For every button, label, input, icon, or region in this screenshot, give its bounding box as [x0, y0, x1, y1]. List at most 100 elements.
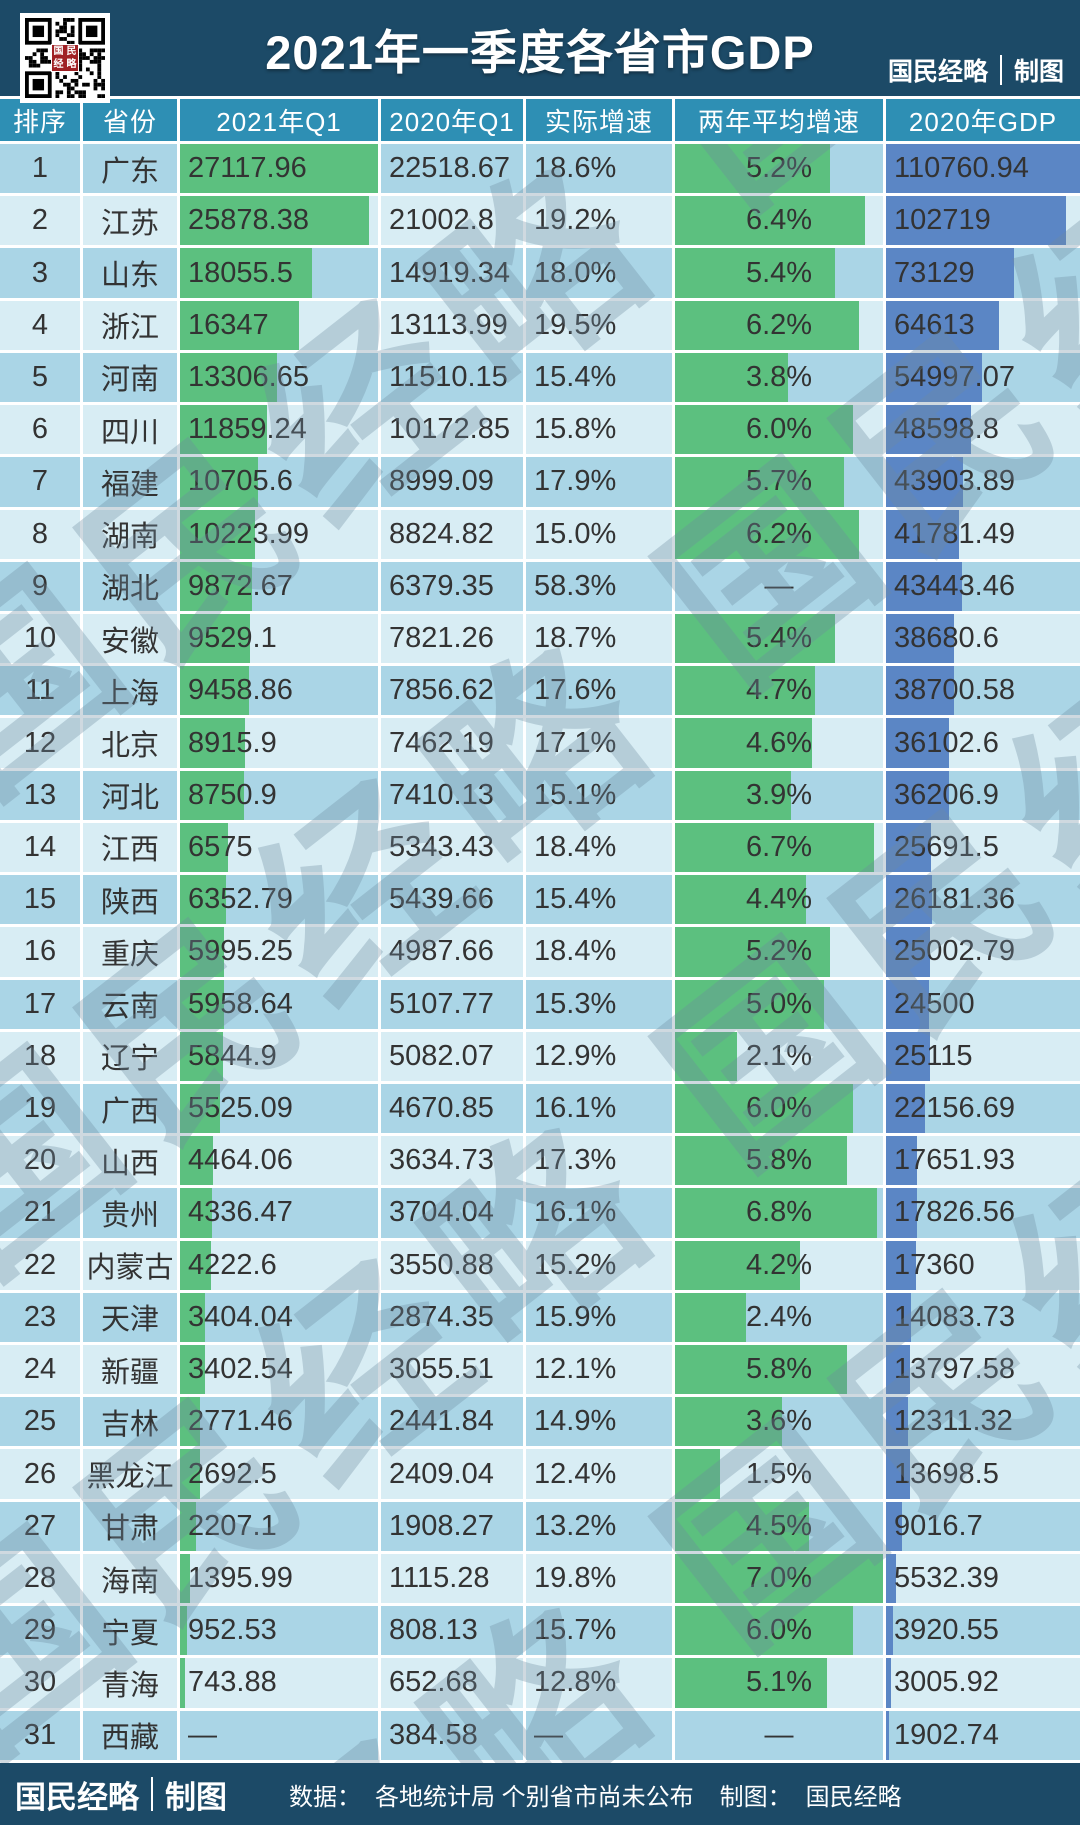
avg_growth-cell: 6.8% [675, 1188, 886, 1238]
avg_growth-cell: 3.9% [675, 770, 886, 820]
rank-cell: 10 [0, 613, 83, 664]
q1_2020-cell: 22518.67 [381, 144, 526, 194]
q1_2021-value: 743.88 [188, 1666, 277, 1699]
growth-value: 15.1% [534, 778, 617, 811]
rank-cell: 21 [0, 1188, 83, 1238]
gdp_2020-bar [886, 927, 930, 977]
growth-value: 15.9% [534, 1300, 617, 1333]
q1_2021-cell: 4222.6 [180, 1240, 381, 1290]
gdp_2020-value: 25002.79 [894, 935, 1015, 968]
table-row: 24 新疆 3402.54 3055.51 12.1% 5.8% 13797.58 [0, 1345, 1080, 1398]
gdp_2020-value: 43443.46 [894, 569, 1015, 602]
avg_growth-cell: 4.5% [675, 1501, 886, 1551]
table-body: 1 广东 27117.96 22518.67 18.6% 5.2% 110760.94 2 江苏… [0, 144, 1080, 1763]
q1_2020-cell: 1115.28 [381, 1553, 526, 1604]
q1_2020-value: 3634.73 [389, 1144, 494, 1177]
q1_2021-value: 13306.65 [188, 360, 309, 393]
gdp_2020-bar [886, 1292, 911, 1343]
q1_2021-bar [180, 509, 255, 559]
rank-cell: 2 [0, 196, 83, 246]
gdp_2020-value: 64613 [894, 308, 975, 341]
gdp_2020-value: 12311.32 [894, 1405, 1013, 1438]
avg_growth-value: 6.0% [745, 1092, 813, 1125]
province-value: 云南 [100, 991, 159, 1024]
table-row: 14 江西 6575 5343.43 18.4% 6.7% 25691.5 [0, 822, 1080, 876]
footer-data-source: 各地统计局 个别省市尚未公布 [375, 1783, 694, 1811]
rank-value: 13 [23, 778, 57, 811]
table-row: 30 青海 743.88 652.68 12.8% 5.1% 3005.92 [0, 1658, 1080, 1711]
table-row: 21 贵州 4336.47 3704.04 16.1% 6.8% 17826.56 [0, 1188, 1080, 1241]
growth-value: 18.4% [534, 830, 617, 863]
avg_growth-cell: 5.4% [675, 613, 886, 664]
avg_growth-value: 6.4% [745, 204, 813, 237]
gdp_2020-bar [886, 509, 960, 559]
q1_2021-bar [180, 718, 246, 768]
table-row: 4 浙江 16347 13113.99 19.5% 6.2% 64613 [0, 300, 1080, 353]
avg_growth-cell: 5.2% [675, 144, 886, 194]
q1_2021-cell: 6352.79 [180, 875, 381, 925]
q1_2021-value: 5958.64 [188, 987, 293, 1020]
rank-value: 11 [24, 674, 56, 707]
avg_growth-cell: 7.0% [675, 1553, 886, 1604]
q1_2021-cell: 2692.5 [180, 1449, 381, 1499]
province-cell: 宁夏 [83, 1606, 180, 1656]
gdp_2020-bar [886, 1710, 890, 1760]
province-cell: 浙江 [83, 300, 180, 350]
rank-value: 24 [23, 1353, 57, 1386]
title-bar: 国民经略 2021年一季度各省市GDP 国民经略 制图 [0, 0, 1080, 103]
gdp_2020-cell: 17826.56 [886, 1188, 1080, 1238]
gdp_2020-value: 13698.5 [894, 1457, 999, 1490]
q1_2020-cell: 3704.04 [381, 1188, 526, 1238]
gdp_2020-value: 14083.73 [894, 1300, 1015, 1333]
avg_growth-bar [675, 509, 860, 559]
growth-cell: 15.4% [526, 875, 675, 925]
avg_growth-cell: 5.2% [675, 927, 886, 977]
q1_2021-value: 8915.9 [188, 726, 277, 759]
province-value: 湖北 [100, 573, 159, 606]
avg_growth-value: 4.4% [745, 883, 813, 916]
rank-value: 31 [23, 1718, 57, 1751]
q1_2020-cell: 7821.26 [381, 613, 526, 664]
q1_2020-value: 6379.35 [389, 569, 494, 602]
q1_2020-cell: 7462.19 [381, 718, 526, 768]
growth-cell: 18.4% [526, 927, 675, 977]
q1_2020-cell: 5439.66 [381, 875, 526, 925]
growth-cell: 15.0% [526, 509, 675, 559]
province-value: 天津 [100, 1304, 159, 1337]
avg_growth-value: 6.0% [745, 1614, 813, 1647]
growth-cell: 15.9% [526, 1292, 675, 1343]
q1_2021-cell: 16347 [180, 300, 381, 350]
province-value: 四川 [100, 416, 159, 449]
q1_2021-bar [180, 1606, 187, 1656]
rank-cell: 24 [0, 1345, 83, 1395]
divider-bar-icon [151, 1777, 153, 1811]
q1_2021-value: 8750.9 [188, 778, 277, 811]
avg_growth-cell: — [675, 1710, 886, 1760]
gdp_2020-cell: 41781.49 [886, 509, 1080, 559]
q1_2020-cell: 7856.62 [381, 666, 526, 716]
province-cell: 新疆 [83, 1345, 180, 1395]
gdp_2020-cell: 48598.8 [886, 405, 1080, 455]
province-value: 上海 [100, 677, 159, 710]
avg_growth-cell: 6.2% [675, 509, 886, 559]
gdp_2020-bar [886, 144, 1080, 194]
table-row: 6 四川 11859.24 10172.85 15.8% 6.0% 48598.8 [0, 405, 1080, 458]
rank-value: 20 [23, 1144, 57, 1177]
avg_growth-bar [675, 1083, 854, 1134]
avg_growth-bar [675, 1397, 782, 1447]
column-header-q1_2021: 2021年Q1 [180, 99, 381, 141]
rank-value: 26 [23, 1457, 57, 1490]
q1_2021-value: 16347 [188, 308, 269, 341]
rank-cell: 16 [0, 927, 83, 977]
growth-value: 14.9% [534, 1405, 617, 1438]
footer-data-label: 数据： [289, 1783, 361, 1811]
gdp_2020-bar [886, 979, 929, 1029]
q1_2021-cell: 18055.5 [180, 248, 381, 298]
table-row: 20 山西 4464.06 3634.73 17.3% 5.8% 17651.93 [0, 1136, 1080, 1189]
q1_2021-bar [180, 248, 312, 298]
rank-cell: 17 [0, 979, 83, 1029]
province-cell: 山东 [83, 248, 180, 298]
province-cell: 山西 [83, 1136, 180, 1186]
q1_2020-value: 3055.51 [389, 1353, 494, 1386]
rank-value: 27 [23, 1509, 57, 1542]
